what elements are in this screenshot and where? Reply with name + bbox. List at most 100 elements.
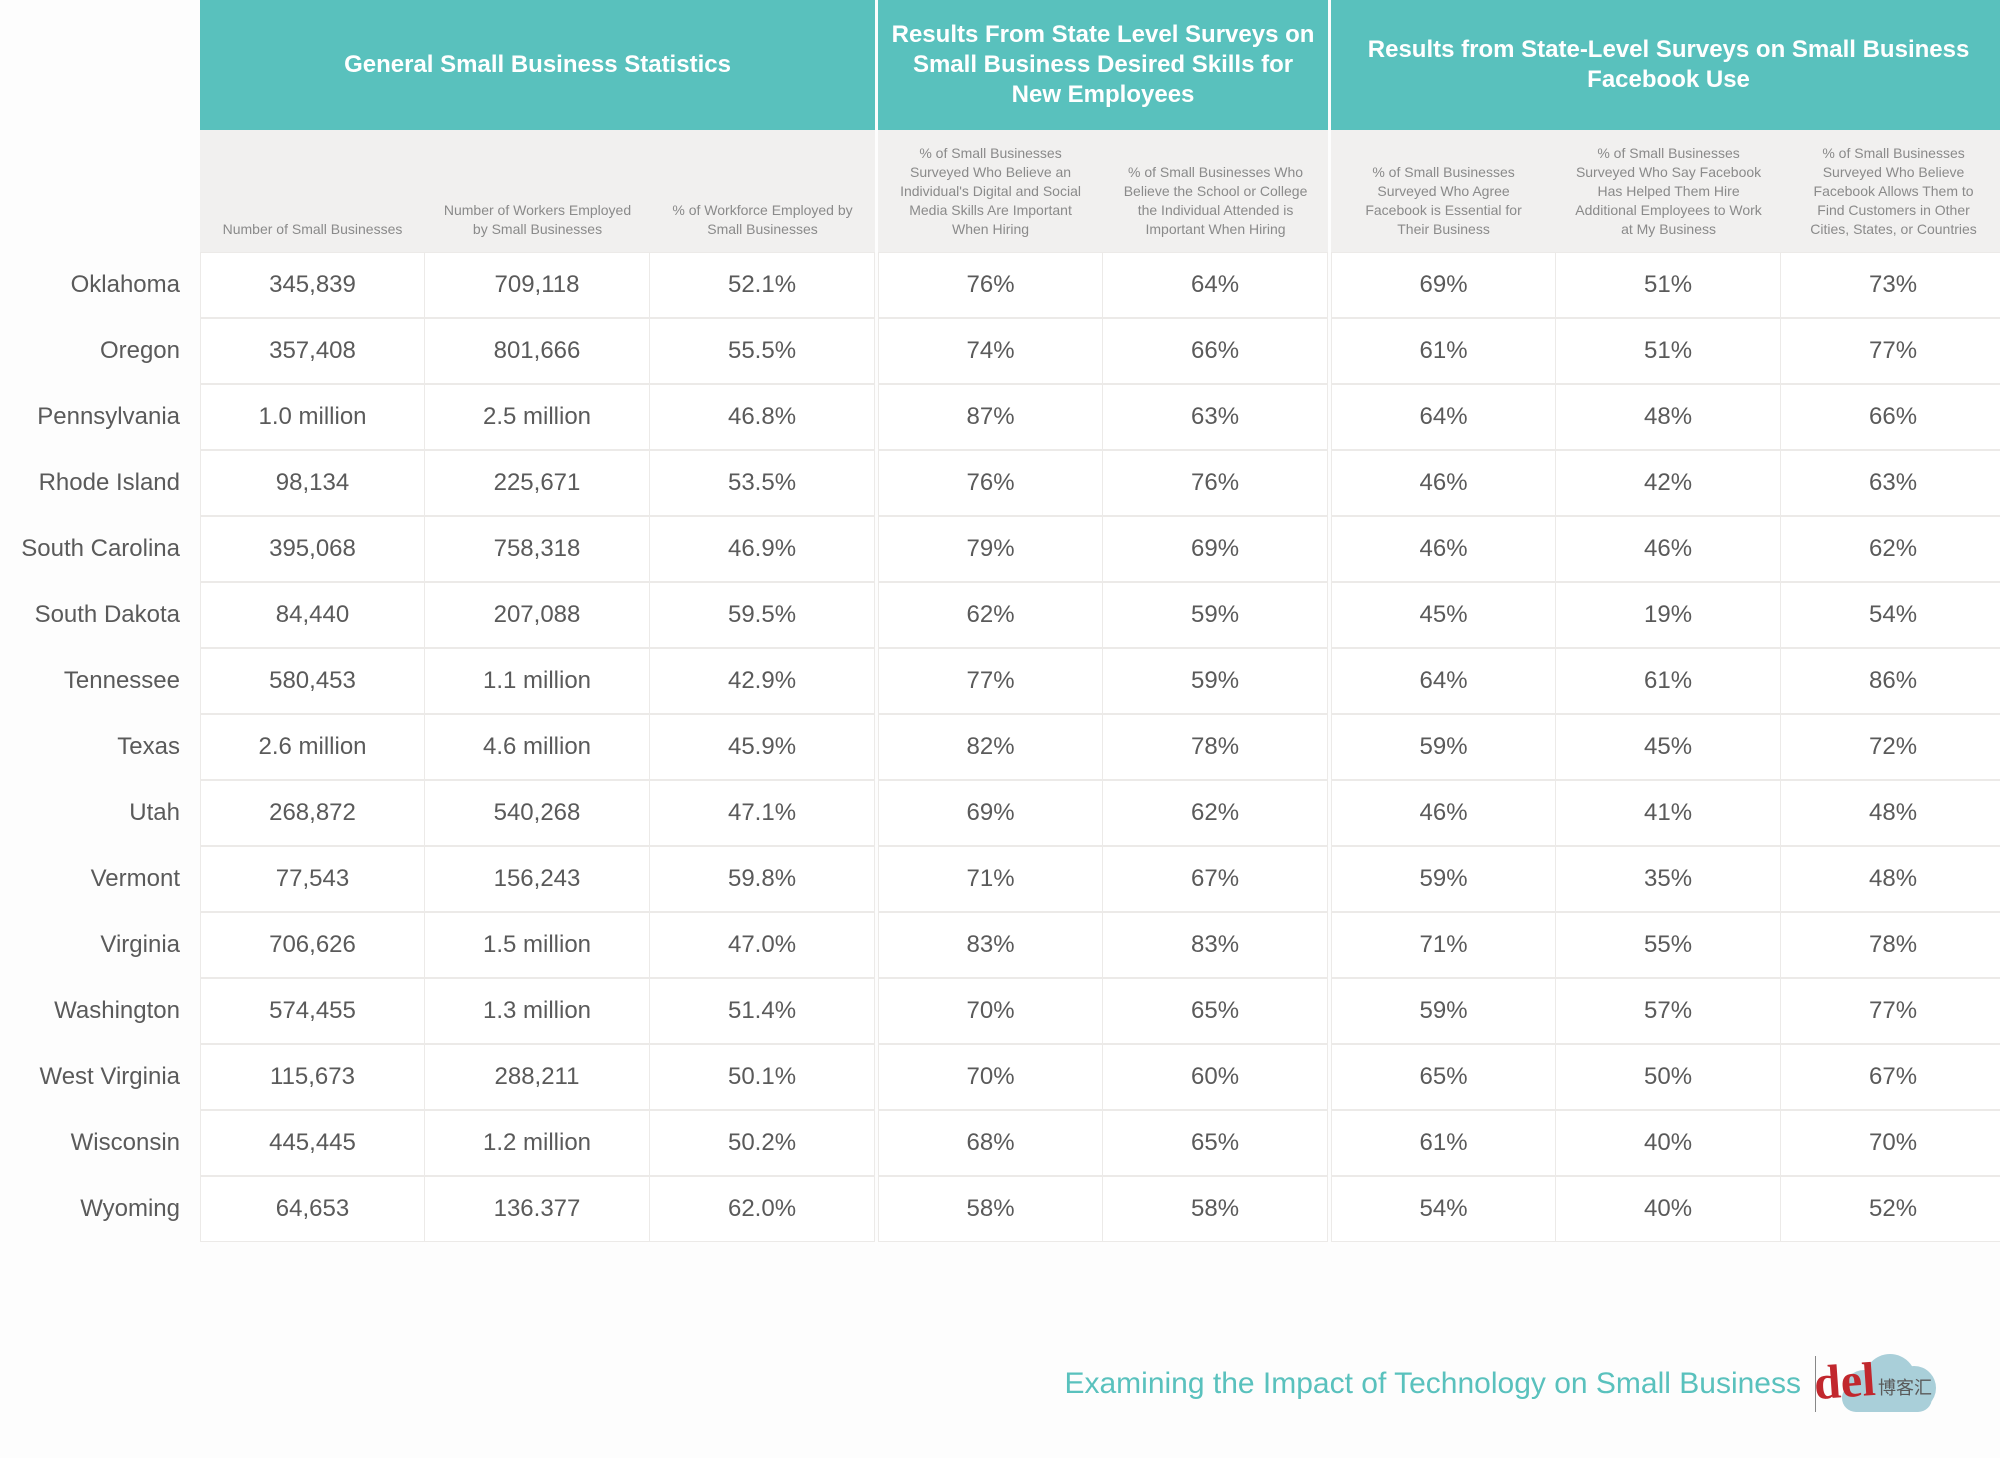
data-cell: 540,268 xyxy=(425,780,650,846)
data-cell: 65% xyxy=(1103,978,1328,1044)
table-head: General Small Business StatisticsResults… xyxy=(0,0,2000,252)
data-cell: 70% xyxy=(878,1044,1103,1110)
data-cell: 76% xyxy=(878,450,1103,516)
row-label: South Dakota xyxy=(0,582,200,648)
data-cell: 69% xyxy=(878,780,1103,846)
data-cell: 74% xyxy=(878,318,1103,384)
data-cell: 78% xyxy=(1103,714,1328,780)
column-header: Number of Small Businesses xyxy=(200,130,425,252)
row-label: Washington xyxy=(0,978,200,1044)
data-cell: 69% xyxy=(1103,516,1328,582)
data-cell: 73% xyxy=(1781,252,2000,318)
data-cell: 62% xyxy=(878,582,1103,648)
table-row: Pennsylvania1.0 million2.5 million46.8%8… xyxy=(0,384,2000,450)
data-cell: 66% xyxy=(1103,318,1328,384)
data-cell: 136.377 xyxy=(425,1176,650,1242)
data-cell: 47.1% xyxy=(650,780,875,846)
data-cell: 98,134 xyxy=(200,450,425,516)
data-cell: 65% xyxy=(1331,1044,1556,1110)
group-header-cell: Results From State Level Surveys on Smal… xyxy=(878,0,1328,130)
data-cell: 57% xyxy=(1556,978,1781,1044)
data-cell: 47.0% xyxy=(650,912,875,978)
footer-title: Examining the Impact of Technology on Sm… xyxy=(1064,1367,1801,1401)
page-footer: Examining the Impact of Technology on Sm… xyxy=(1064,1352,1940,1416)
group-header-row: General Small Business StatisticsResults… xyxy=(0,0,2000,130)
data-cell: 63% xyxy=(1103,384,1328,450)
data-cell: 72% xyxy=(1781,714,2000,780)
data-cell: 64,653 xyxy=(200,1176,425,1242)
data-cell: 59.8% xyxy=(650,846,875,912)
data-cell: 1.3 million xyxy=(425,978,650,1044)
data-cell: 2.6 million xyxy=(200,714,425,780)
data-cell: 45% xyxy=(1556,714,1781,780)
row-label: Vermont xyxy=(0,846,200,912)
data-cell: 67% xyxy=(1103,846,1328,912)
data-cell: 59.5% xyxy=(650,582,875,648)
data-cell: 2.5 million xyxy=(425,384,650,450)
data-cell: 61% xyxy=(1331,318,1556,384)
data-cell: 76% xyxy=(878,252,1103,318)
data-cell: 83% xyxy=(1103,912,1328,978)
data-cell: 63% xyxy=(1781,450,2000,516)
column-header: % of Small Businesses Surveyed Who Agree… xyxy=(1331,130,1556,252)
table-row: South Carolina395,068758,31846.9%79%69%4… xyxy=(0,516,2000,582)
row-label: Utah xyxy=(0,780,200,846)
data-cell: 76% xyxy=(1103,450,1328,516)
data-cell: 65% xyxy=(1103,1110,1328,1176)
table-row: Texas2.6 million4.6 million45.9%82%78%59… xyxy=(0,714,2000,780)
data-cell: 59% xyxy=(1103,582,1328,648)
data-cell: 54% xyxy=(1781,582,2000,648)
table-row: Utah268,872540,26847.1%69%62%46%41%48% xyxy=(0,780,2000,846)
data-cell: 46% xyxy=(1331,780,1556,846)
table-row: Rhode Island98,134225,67153.5%76%76%46%4… xyxy=(0,450,2000,516)
data-cell: 68% xyxy=(878,1110,1103,1176)
data-cell: 709,118 xyxy=(425,252,650,318)
table-row: Wisconsin445,4451.2 million50.2%68%65%61… xyxy=(0,1110,2000,1176)
data-cell: 87% xyxy=(878,384,1103,450)
data-cell: 42% xyxy=(1556,450,1781,516)
data-cell: 77% xyxy=(878,648,1103,714)
data-cell: 40% xyxy=(1556,1176,1781,1242)
row-label: Wyoming xyxy=(0,1176,200,1242)
data-cell: 115,673 xyxy=(200,1044,425,1110)
sub-header-row: Number of Small BusinessesNumber of Work… xyxy=(0,130,2000,252)
data-cell: 54% xyxy=(1331,1176,1556,1242)
data-cell: 801,666 xyxy=(425,318,650,384)
data-cell: 45.9% xyxy=(650,714,875,780)
data-cell: 83% xyxy=(878,912,1103,978)
data-cell: 48% xyxy=(1781,846,2000,912)
data-cell: 52% xyxy=(1781,1176,2000,1242)
column-header: % of Small Businesses Surveyed Who Belie… xyxy=(878,130,1103,252)
data-cell: 288,211 xyxy=(425,1044,650,1110)
row-label: South Carolina xyxy=(0,516,200,582)
column-header: Number of Workers Employed by Small Busi… xyxy=(425,130,650,252)
data-cell: 69% xyxy=(1331,252,1556,318)
group-header-cell: General Small Business Statistics xyxy=(200,0,875,130)
row-label: West Virginia xyxy=(0,1044,200,1110)
data-cell: 59% xyxy=(1331,714,1556,780)
column-header: % of Small Businesses Surveyed Who Say F… xyxy=(1556,130,1781,252)
data-cell: 53.5% xyxy=(650,450,875,516)
table-row: Tennessee580,4531.1 million42.9%77%59%64… xyxy=(0,648,2000,714)
data-cell: 42.9% xyxy=(650,648,875,714)
data-cell: 51.4% xyxy=(650,978,875,1044)
data-cell: 580,453 xyxy=(200,648,425,714)
data-cell: 48% xyxy=(1781,780,2000,846)
data-cell: 59% xyxy=(1331,846,1556,912)
data-cell: 48% xyxy=(1556,384,1781,450)
data-cell: 46.8% xyxy=(650,384,875,450)
table-row: South Dakota84,440207,08859.5%62%59%45%1… xyxy=(0,582,2000,648)
data-cell: 225,671 xyxy=(425,450,650,516)
data-cell: 82% xyxy=(878,714,1103,780)
data-cell: 41% xyxy=(1556,780,1781,846)
data-cell: 46% xyxy=(1556,516,1781,582)
data-cell: 59% xyxy=(1103,648,1328,714)
data-cell: 50% xyxy=(1556,1044,1781,1110)
table-row: Virginia706,6261.5 million47.0%83%83%71%… xyxy=(0,912,2000,978)
table-container: General Small Business StatisticsResults… xyxy=(0,0,2000,1242)
data-cell: 58% xyxy=(1103,1176,1328,1242)
data-cell: 64% xyxy=(1331,648,1556,714)
row-label: Texas xyxy=(0,714,200,780)
group-header-cell: Results from State-Level Surveys on Smal… xyxy=(1331,0,2000,130)
data-cell: 1.2 million xyxy=(425,1110,650,1176)
